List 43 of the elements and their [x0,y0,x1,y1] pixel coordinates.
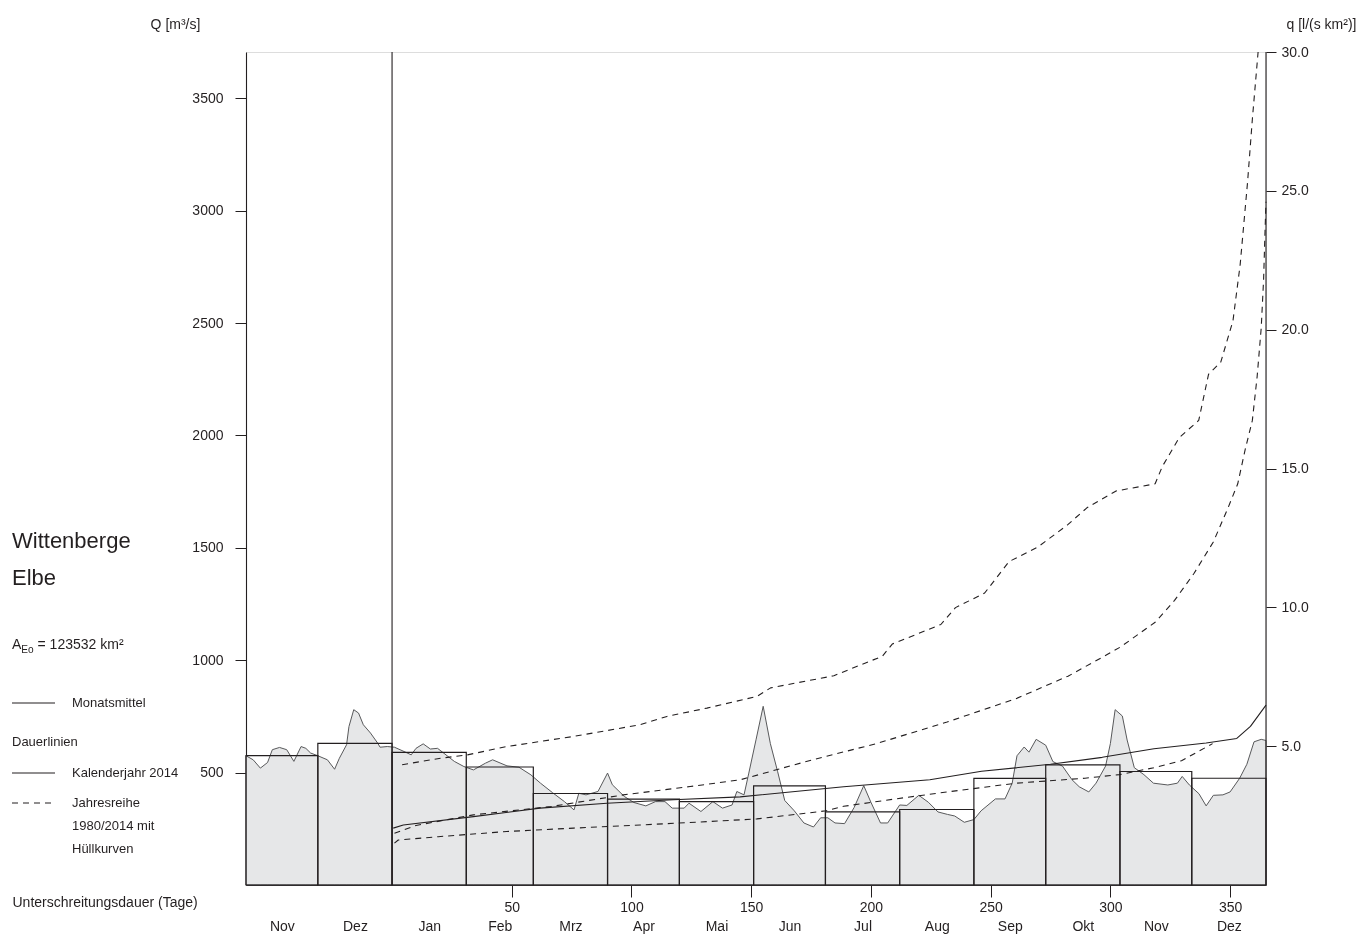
y-tick-label: 2000 [192,426,224,443]
y2-tick-label: 30.0 [1281,43,1309,60]
y2-axis-title: q [l/(s km²)] [1286,15,1357,32]
y2-tick-label: 5.0 [1281,737,1302,754]
x-tick-label: 350 [1218,898,1243,915]
x-tick-label: 150 [740,898,764,915]
y2-tick-label: 10.0 [1281,598,1309,615]
legend-label: Kalenderjahr 2014 [72,765,179,780]
x-tick-label: 200 [859,898,884,915]
x2-tick-label: Mai [705,917,729,934]
y-tick-label: 1000 [192,651,224,668]
x2-tick-label: Feb [488,917,513,934]
y2-tick-label: 25.0 [1281,182,1309,199]
text: Wittenberge [12,528,131,553]
x-tick-label: 50 [504,898,521,915]
y-tick-label: 3000 [192,202,224,219]
y-tick-label: 3500 [192,89,224,106]
x2-tick-label: Dez [342,917,368,934]
x2-tick-label: Jan [418,917,441,934]
legend-label: Monatsmittel [72,695,146,710]
x2-tick-label: Nov [1143,917,1169,934]
x-tick-label: 250 [979,898,1004,915]
x2-tick-label: Mrz [559,917,583,934]
x-tick-label: 100 [620,898,644,915]
x2-tick-label: Jun [778,917,802,934]
legend-title: Dauerlinien [12,734,78,749]
y-tick-label: 500 [200,764,224,781]
x2-tick-label: Okt [1072,917,1095,934]
x-tick-label: 300 [1099,898,1123,915]
y2-tick-label: 15.0 [1281,460,1309,476]
x2-tick-label: Sep [997,917,1023,934]
y-axis-title: Q [m³/s] [150,15,201,32]
x2-tick-label: Apr [633,917,656,934]
y-tick-label: 2500 [192,314,224,331]
x2-tick-label: Dez [1216,917,1242,934]
legend-label: Jahresreihe 1980/2014 mit Hüllkurven [72,795,155,856]
text: Elbe [12,565,57,590]
x2-tick-label: Jul [854,917,872,934]
y-tick-label: 1500 [192,539,224,556]
x2-tick-label: Nov [269,917,295,934]
y2-tick-label: 20.0 [1281,321,1309,338]
x2-tick-label: Aug [924,917,950,934]
x-axis-title: Unterschreitungsdauer (Tage) [12,893,198,910]
